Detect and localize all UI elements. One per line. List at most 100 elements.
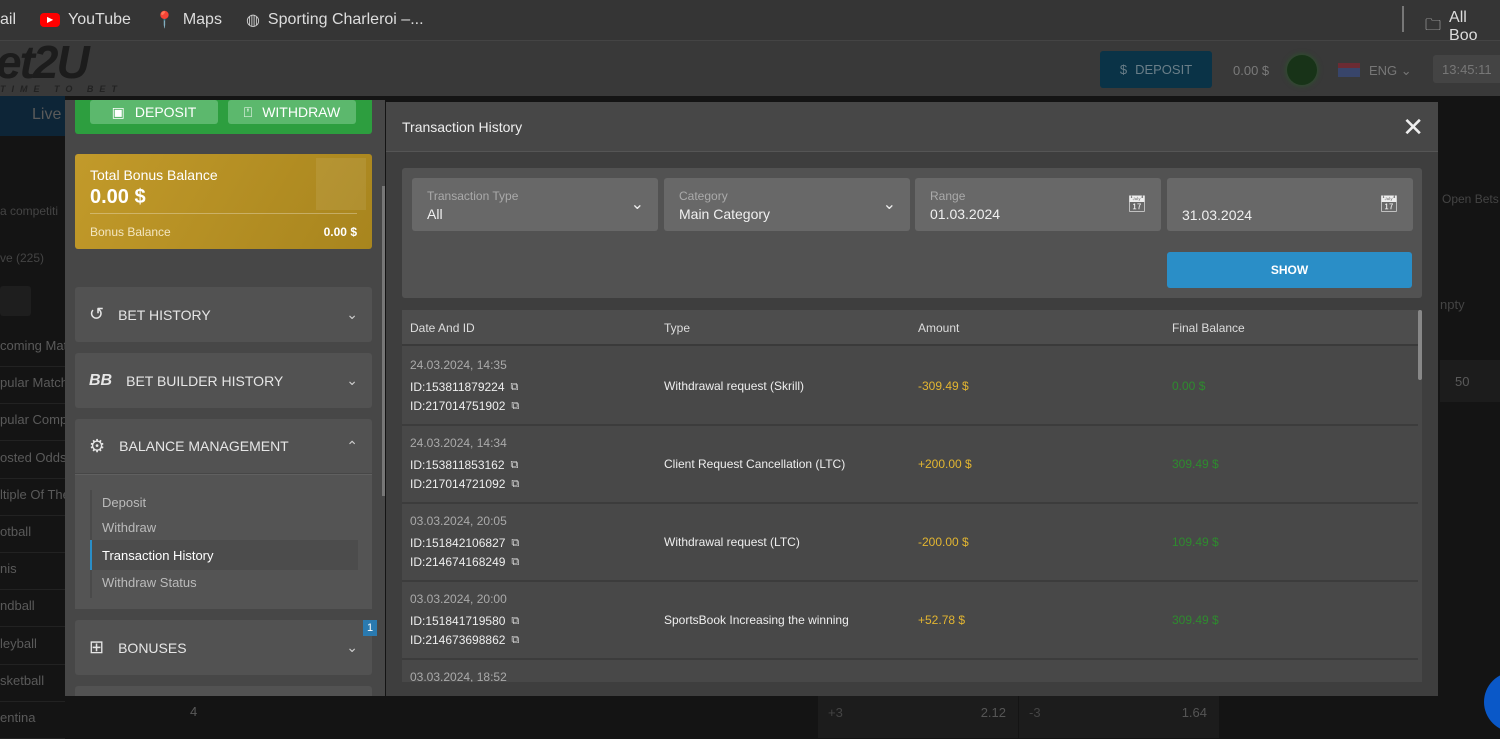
- section-bet-history[interactable]: ↺ BET HISTORY ⌄: [75, 287, 372, 342]
- row-final-balance: 0.00 $: [1172, 379, 1206, 393]
- language-select[interactable]: ENG ⌄: [1369, 63, 1412, 78]
- section-bonuses[interactable]: ⊞ BONUSES ⌄: [75, 620, 372, 675]
- column-header: Amount: [918, 321, 960, 335]
- show-button[interactable]: SHOW: [1167, 252, 1412, 288]
- site-header: et2U TIME TO BET $ DEPOSIT 0.00 $ ENG ⌄ 1…: [0, 39, 1500, 96]
- section-bet-builder-history[interactable]: BB BET BUILDER HISTORY ⌄: [75, 353, 372, 408]
- calendar-icon[interactable]: 📅︎: [1126, 196, 1147, 213]
- row-date: 03.03.2024, 20:05: [410, 514, 507, 528]
- open-bets-tab[interactable]: Open Bets: [1442, 192, 1499, 206]
- wallet-icon: ▣: [111, 103, 125, 120]
- deposit-button[interactable]: ▣ DEPOSIT: [90, 100, 218, 124]
- odd-cell[interactable]: -3 1.64: [1019, 696, 1219, 738]
- copy-icon[interactable]: ⧉: [510, 381, 519, 393]
- close-icon[interactable]: ✕: [1402, 112, 1424, 142]
- money-gear-icon: ⚙: [89, 435, 106, 456]
- row-amount: -309.49 $: [918, 379, 969, 393]
- header-deposit-button[interactable]: $ DEPOSIT: [1100, 51, 1212, 88]
- field-value: 31.03.2024: [1182, 207, 1253, 223]
- logo-text: et2U: [0, 36, 90, 88]
- chat-button[interactable]: [1484, 672, 1500, 732]
- copy-icon[interactable]: ⧉: [511, 537, 520, 549]
- submenu-withdraw-status[interactable]: Withdraw Status: [102, 575, 197, 590]
- section-label: BONUSES: [118, 639, 187, 656]
- submenu-withdraw[interactable]: Withdraw: [102, 520, 157, 535]
- row-id: ID:151841719580: [410, 614, 506, 628]
- row-id-line: ID:214674168249 ⧉: [410, 555, 519, 570]
- history-icon: ↺: [89, 304, 105, 324]
- row-id: ID:214674168249: [410, 555, 506, 569]
- category-select[interactable]: Category Main Category ⌄: [664, 178, 910, 231]
- bonus-total: 0.00 $: [90, 186, 146, 208]
- chevron-down-icon: ⌄: [346, 372, 358, 388]
- youtube-icon: ▶: [40, 13, 61, 27]
- copy-icon[interactable]: ⧉: [511, 634, 520, 646]
- copy-icon[interactable]: ⧉: [511, 478, 520, 490]
- row-final-balance: 309.49 $: [1172, 457, 1219, 471]
- bg-menu-item[interactable]: ndball: [0, 590, 65, 628]
- section-balance-management[interactable]: ⚙ BALANCE MANAGEMENT ⌃: [75, 419, 372, 473]
- range-from-input[interactable]: Range 01.03.2024 📅︎: [915, 178, 1161, 231]
- divider: [1402, 6, 1404, 32]
- submenu-deposit[interactable]: Deposit: [102, 495, 147, 510]
- filter-panel: Transaction Type All ⌄ Category Main Catego…: [402, 168, 1422, 298]
- logo[interactable]: et2U: [0, 39, 90, 85]
- section-label: BET BUILDER HISTORY: [126, 372, 284, 389]
- bonus-label: Bonus Balance: [90, 225, 171, 239]
- competition-search[interactable]: a competiti: [0, 204, 59, 218]
- calendar-icon[interactable]: 📅︎: [1378, 196, 1399, 213]
- stake-value: 50: [1455, 374, 1470, 389]
- bg-menu-item[interactable]: otball: [0, 516, 65, 553]
- bg-menu-item[interactable]: osted Odds: [0, 442, 65, 479]
- modal-header: Transaction History: [386, 102, 1438, 152]
- avatar[interactable]: [1287, 55, 1317, 85]
- copy-icon[interactable]: ⧉: [511, 615, 520, 627]
- row-date: 24.03.2024, 14:34: [410, 436, 507, 450]
- transaction-type-select[interactable]: Transaction Type All ⌄: [412, 178, 658, 231]
- header-balance: 0.00 $: [1233, 63, 1270, 78]
- bookmark-sporting-charleroi[interactable]: ◍ Sporting Charleroi –...: [246, 10, 424, 30]
- table-row: 03.03.2024, 20:05 ID:151842106827 ⧉ ID:2146…: [402, 504, 1418, 582]
- copy-icon[interactable]: ⧉: [510, 459, 519, 471]
- field-value: 01.03.2024: [930, 206, 1001, 222]
- column-header: Type: [664, 321, 691, 335]
- bg-menu-item[interactable]: pular Matche: [0, 367, 65, 405]
- copy-icon[interactable]: ⧉: [511, 400, 520, 412]
- bonus-value: 0.00 $: [323, 225, 357, 239]
- range-to-input[interactable]: 31.03.2024 📅︎: [1167, 178, 1413, 231]
- live-tab[interactable]: Live: [32, 106, 62, 123]
- bg-dropdown[interactable]: [0, 286, 31, 316]
- bg-menu-item[interactable]: sketball: [0, 665, 65, 702]
- row-date: 24.03.2024, 14:35: [410, 358, 507, 372]
- bg-menu-item[interactable]: pular Compe: [0, 404, 65, 442]
- row-id-line: ID:151842106827 ⧉: [410, 536, 519, 551]
- all-bookmarks[interactable]: 🗀 All Boo: [1425, 9, 1477, 45]
- bg-menu-item[interactable]: leyball: [0, 628, 65, 665]
- bookmark-maps[interactable]: 📍 Maps: [155, 10, 222, 30]
- bg-menu-item[interactable]: entina: [0, 702, 65, 739]
- withdraw-button[interactable]: ⍞ WITHDRAW: [228, 100, 356, 124]
- row-id-line: ID:153811853162 ⧉: [410, 458, 518, 473]
- bg-menu-item[interactable]: ltiple Of The: [0, 479, 65, 516]
- odd-cell[interactable]: +3 2.12: [818, 696, 1018, 738]
- submenu-transaction-history[interactable]: Transaction History: [90, 540, 358, 570]
- handicap: +3: [828, 705, 843, 720]
- withdraw-label: WITHDRAW: [262, 104, 341, 120]
- bg-menu-item[interactable]: coming Mat: [0, 330, 65, 367]
- section-more[interactable]: [75, 686, 372, 696]
- bg-menu-item[interactable]: nis: [0, 553, 65, 591]
- column-header: Final Balance: [1172, 321, 1245, 335]
- maps-icon: 📍: [154, 12, 175, 29]
- copy-icon[interactable]: ⧉: [511, 556, 520, 568]
- clock: 13:45:11: [1433, 55, 1500, 83]
- row-id: ID:214673698862: [410, 633, 506, 647]
- bookmark-youtube[interactable]: ▶ YouTube: [40, 11, 131, 29]
- bookmark-mail[interactable]: ail: [0, 11, 16, 29]
- count: 4: [190, 704, 198, 719]
- row-id-line: ID:153811879224 ⧉: [410, 380, 518, 395]
- table-scrollbar[interactable]: [1418, 310, 1422, 380]
- sidebar-scrollbar[interactable]: [382, 186, 385, 496]
- row-id: ID:217014751902: [410, 399, 506, 413]
- transaction-history-modal: Transaction History ✕ Transaction Type Al…: [386, 102, 1438, 696]
- stake-input[interactable]: 50: [1440, 360, 1500, 402]
